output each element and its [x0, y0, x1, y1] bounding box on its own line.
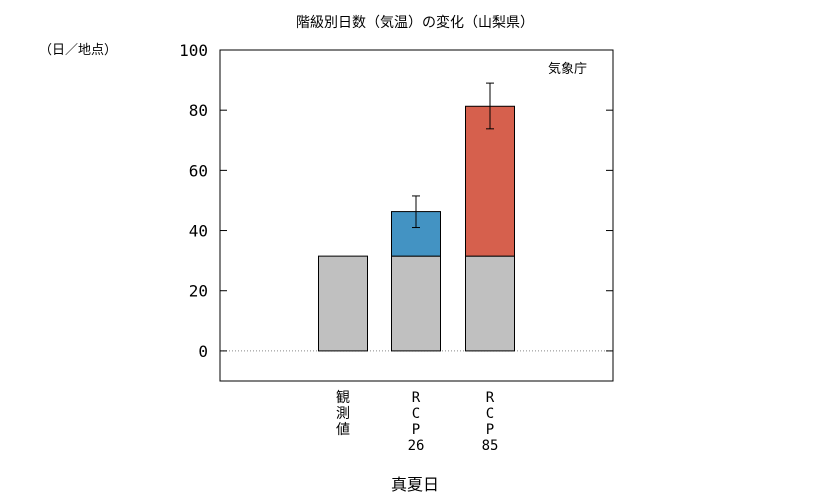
bar-segment: [391, 255, 441, 352]
x-tick-label: R: [412, 390, 421, 406]
y-tick-label: 0: [198, 342, 208, 361]
x-tick-label: C: [486, 406, 494, 422]
y-tick-label: 60: [189, 161, 208, 180]
x-tick-label: 85: [482, 438, 499, 454]
x-tick-label: 値: [336, 422, 350, 438]
chart-title: 階級別日数（気温）の変化（山梨県）: [296, 14, 534, 31]
y-unit-label: （日／地点）: [39, 43, 117, 58]
source-label: 気象庁: [548, 61, 587, 77]
y-tick-label: 80: [189, 101, 208, 120]
y-tick-label: 40: [189, 222, 208, 241]
bar-segment: [318, 255, 368, 352]
x-tick-label: P: [486, 422, 494, 438]
bar-segment: [465, 255, 515, 352]
x-axis-label: 真夏日: [391, 475, 439, 494]
x-tick-label: C: [412, 406, 420, 422]
plot-frame: [219, 49, 614, 382]
x-tick-label: P: [412, 422, 420, 438]
x-tick-label: R: [486, 390, 495, 406]
x-tick-label: 観: [336, 389, 350, 406]
x-tick-label: 測: [336, 406, 350, 422]
y-tick-label: 100: [179, 41, 208, 60]
x-tick-label: 26: [408, 438, 425, 454]
y-tick-label: 20: [189, 282, 208, 301]
